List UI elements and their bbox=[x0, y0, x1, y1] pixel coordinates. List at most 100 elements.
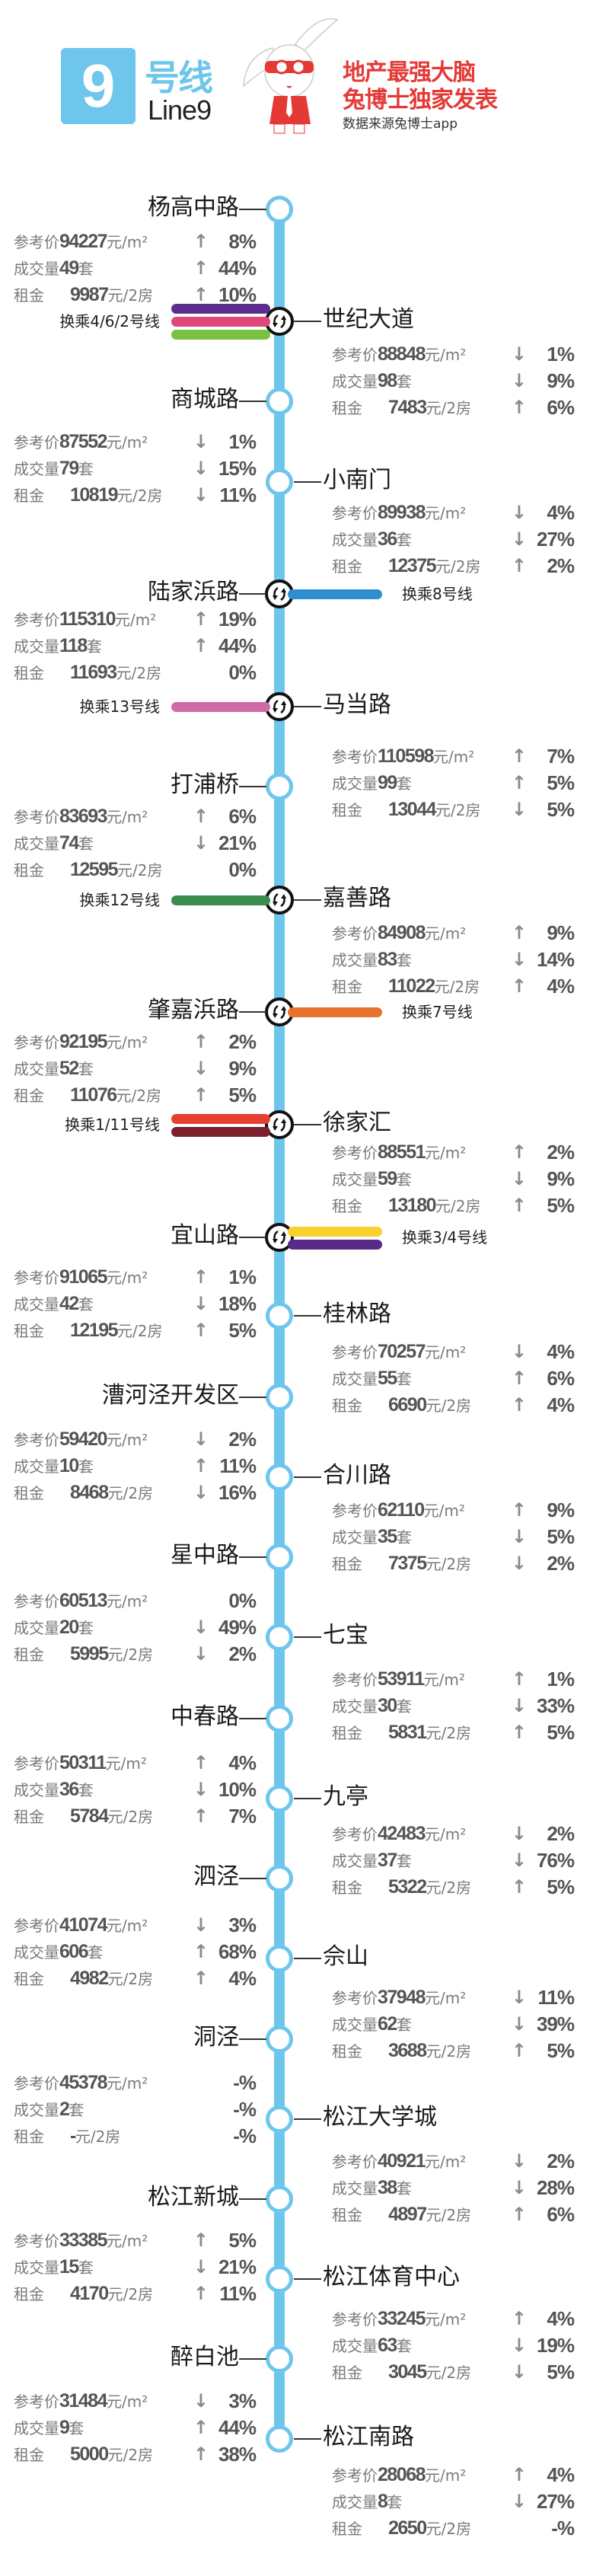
transfer-label: 换乘8号线 bbox=[402, 585, 473, 603]
volume-row: 成交量38套 ↓ 28% bbox=[332, 2175, 575, 2201]
station-marker[interactable] bbox=[266, 1302, 293, 1329]
station-name[interactable]: 肇嘉浜路 bbox=[148, 997, 239, 1023]
station-marker[interactable] bbox=[266, 1623, 293, 1651]
station-marker[interactable] bbox=[266, 2025, 293, 2053]
transfer-station-marker[interactable] bbox=[265, 579, 294, 608]
station-name[interactable]: 杨高中路 bbox=[148, 194, 239, 221]
volume-value: 59 bbox=[378, 1168, 397, 1189]
price-unit: 元/m² bbox=[107, 1431, 148, 1449]
station-marker[interactable] bbox=[266, 388, 293, 415]
price-row: 参考价88551元/m² ↑ 2% bbox=[332, 1139, 575, 1166]
station-marker[interactable] bbox=[266, 1464, 293, 1491]
volume-value: 606 bbox=[59, 1941, 89, 1962]
station-name[interactable]: 松江新城 bbox=[148, 2184, 239, 2211]
volume-label: 成交量 bbox=[332, 1697, 378, 1716]
slogan-line-1: 地产最强大脑 bbox=[343, 59, 476, 86]
station-marker[interactable] bbox=[266, 468, 293, 496]
rent-value: 9987 bbox=[70, 284, 109, 305]
volume-value: 118 bbox=[59, 635, 88, 656]
volume-label: 成交量 bbox=[14, 1781, 59, 1799]
price-row: 参考价50311元/m² ↑ 4% bbox=[14, 1750, 257, 1776]
station-name[interactable]: 世纪大道 bbox=[323, 306, 414, 333]
station-marker[interactable] bbox=[266, 1785, 293, 1812]
price-row: 参考价115310元/m² ↑ 19% bbox=[14, 606, 257, 633]
station-connector bbox=[239, 1237, 266, 1238]
station-marker[interactable] bbox=[266, 2185, 293, 2213]
volume-value: 15 bbox=[59, 2256, 79, 2278]
station-connector bbox=[294, 321, 321, 322]
rent-unit: 元/2房 bbox=[426, 2520, 472, 2538]
station-name[interactable]: 泗泾 bbox=[193, 1863, 239, 1890]
station-connector bbox=[294, 2118, 321, 2120]
volume-change-pct: 9% bbox=[228, 1057, 257, 1080]
station-connector bbox=[294, 706, 321, 707]
arrow-up-icon: ↑ bbox=[511, 772, 527, 793]
volume-change-pct: 76% bbox=[536, 1849, 575, 1872]
station-marker[interactable] bbox=[266, 2265, 293, 2293]
price-change-pct: 1% bbox=[547, 1668, 575, 1690]
price-value: 37948 bbox=[378, 1987, 426, 2008]
station-name[interactable]: 嘉善路 bbox=[323, 885, 391, 911]
price-change-pct: 1% bbox=[547, 343, 575, 365]
station-marker[interactable] bbox=[266, 2105, 293, 2133]
station-marker[interactable] bbox=[266, 2345, 293, 2373]
station-name[interactable]: 陆家浜路 bbox=[148, 579, 239, 605]
arrow-up-icon: ↑ bbox=[193, 2444, 209, 2465]
station-marker[interactable] bbox=[266, 1945, 293, 1972]
arrow-down-icon: ↓ bbox=[511, 1823, 527, 1844]
station-name[interactable]: 合川路 bbox=[323, 1462, 391, 1489]
price-value: 59420 bbox=[59, 1428, 108, 1450]
station-marker[interactable] bbox=[266, 1384, 293, 1411]
rent-row: 租金 12375元/2房 ↑ 2% bbox=[332, 553, 575, 579]
station-marker[interactable] bbox=[266, 2425, 293, 2453]
station-name[interactable]: 醉白池 bbox=[171, 2344, 239, 2370]
station-name[interactable]: 漕河泾开发区 bbox=[102, 1382, 239, 1409]
station-name[interactable]: 佘山 bbox=[323, 1943, 368, 1970]
transfer-label: 换乘4/6/2号线 bbox=[59, 312, 160, 330]
volume-change-pct: 44% bbox=[218, 2416, 257, 2439]
station-marker[interactable] bbox=[266, 1705, 293, 1732]
arrow-down-icon: ↓ bbox=[193, 1482, 209, 1503]
rent-row: 租金 5995元/2房 ↓ 2% bbox=[14, 1641, 257, 1668]
station-name[interactable]: 松江大学城 bbox=[323, 2104, 437, 2131]
station-name[interactable]: 徐家汇 bbox=[323, 1109, 391, 1136]
volume-row: 成交量59套 ↓ 9% bbox=[332, 1166, 575, 1192]
station-name[interactable]: 商城路 bbox=[171, 386, 239, 413]
station-marker[interactable] bbox=[266, 196, 293, 223]
price-unit: 元/m² bbox=[433, 748, 475, 766]
volume-value: 36 bbox=[59, 1779, 79, 1800]
volume-row: 成交量55套 ↑ 6% bbox=[332, 1365, 575, 1392]
station-marker[interactable] bbox=[266, 1865, 293, 1892]
station-name[interactable]: 松江体育中心 bbox=[323, 2264, 460, 2290]
station-name[interactable]: 小南门 bbox=[323, 467, 391, 493]
rent-label: 租金 bbox=[14, 664, 44, 682]
station-name[interactable]: 洞泾 bbox=[193, 2024, 239, 2051]
station-name[interactable]: 桂林路 bbox=[323, 1301, 391, 1327]
station-name[interactable]: 松江南路 bbox=[323, 2424, 414, 2450]
price-unit: 元/m² bbox=[425, 1144, 467, 1162]
station-name[interactable]: 马当路 bbox=[323, 691, 391, 718]
station-name[interactable]: 七宝 bbox=[323, 1622, 368, 1649]
station-name[interactable]: 星中路 bbox=[171, 1542, 239, 1569]
price-label: 参考价 bbox=[14, 1269, 59, 1287]
station-name[interactable]: 打浦桥 bbox=[171, 771, 239, 798]
price-label: 参考价 bbox=[14, 2074, 59, 2092]
data-source-note: 数据来源兔博士app bbox=[343, 117, 458, 132]
price-value: 115310 bbox=[59, 608, 116, 630]
price-label: 参考价 bbox=[332, 2153, 378, 2171]
rent-change-pct: 5% bbox=[547, 1875, 575, 1898]
arrow-down-icon: ↓ bbox=[511, 528, 527, 550]
station-name[interactable]: 宜山路 bbox=[171, 1222, 239, 1249]
volume-change-pct: 5% bbox=[547, 771, 575, 794]
station-name[interactable]: 九亭 bbox=[323, 1783, 368, 1810]
volume-change-pct: 9% bbox=[547, 1167, 575, 1190]
station-marker[interactable] bbox=[266, 773, 293, 800]
transfer-station-marker[interactable] bbox=[265, 1110, 294, 1139]
price-change-pct: 1% bbox=[228, 430, 257, 453]
price-value: 84908 bbox=[378, 922, 426, 943]
price-label: 参考价 bbox=[332, 1825, 378, 1843]
station-name[interactable]: 中春路 bbox=[171, 1703, 239, 1730]
price-label: 参考价 bbox=[332, 924, 378, 943]
volume-unit: 套 bbox=[396, 951, 412, 969]
station-marker[interactable] bbox=[266, 1543, 293, 1571]
